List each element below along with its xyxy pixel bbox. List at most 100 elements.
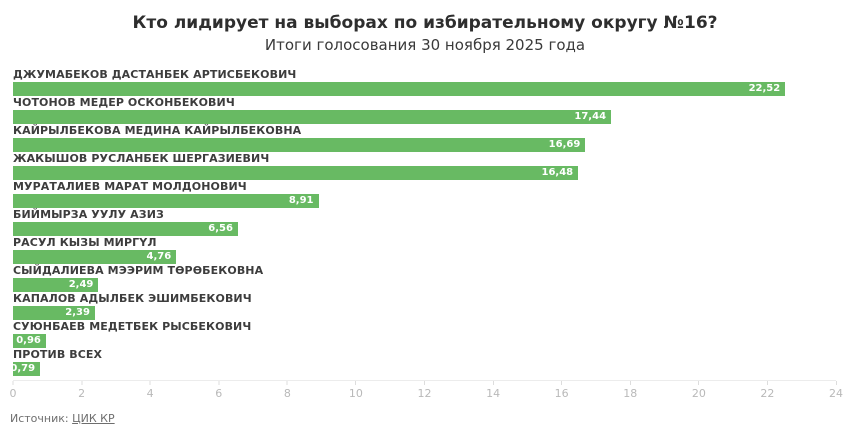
x-axis-tick: 8 — [284, 381, 291, 399]
tick-mark — [286, 381, 288, 385]
bar-value-label: 6,56 — [208, 223, 233, 234]
tick-label: 16 — [554, 387, 569, 400]
x-axis: 0 2 4 6 8 10 12 14 16 18 20 22 24 — [10, 380, 843, 405]
tick-mark — [492, 381, 494, 385]
bar-value-label: 17,44 — [574, 111, 607, 122]
x-axis-tick: 16 — [555, 381, 569, 399]
tick-mark — [218, 381, 220, 385]
bar-chart: ДЖУМАБЕКОВ ДАСТАНБЕК АРТИСБЕКОВИЧ 22,52 ЧО… — [10, 68, 844, 405]
tick-mark — [629, 381, 631, 385]
bar-value-label: 2,39 — [65, 307, 90, 318]
tick-label: 14 — [486, 387, 501, 400]
bar-row: ДЖУМАБЕКОВ ДАСТАНБЕК АРТИСБЕКОВИЧ 22,52 — [13, 68, 836, 96]
chart-title: Кто лидирует на выборах по избирательном… — [132, 13, 718, 33]
bar-value-label: 0,96 — [16, 335, 41, 346]
bar-value-label: 0,79 — [10, 363, 36, 374]
x-axis-tick: 0 — [10, 381, 17, 399]
bar-row: РАСУЛ КЫЗЫ МИРГҮЛ 4,76 — [13, 236, 836, 264]
result-bar: 22,52 — [13, 82, 786, 96]
result-bar: 16,48 — [13, 166, 579, 180]
source-link[interactable]: ЦИК КР — [72, 412, 115, 425]
source-prefix: Источник: — [10, 412, 69, 425]
candidate-name-label: ПРОТИВ ВСЕХ — [13, 348, 103, 361]
tick-label: 20 — [691, 387, 706, 400]
result-bar: 4,76 — [13, 250, 177, 264]
x-axis-tick: 14 — [486, 381, 500, 399]
bar-row: ЖАКЫШОВ РУСЛАНБЕК ШЕРГАЗИЕВИЧ 16,48 — [13, 152, 836, 180]
x-axis-tick: 24 — [829, 381, 843, 399]
bar-track: 16,69 — [13, 138, 836, 152]
bar-track: 2,49 — [13, 278, 836, 292]
bar-track: 8,91 — [13, 194, 836, 208]
bar-row: СЫЙДАЛИЕВА МЭЭРИМ ТӨРӨБЕКОВНА 2,49 — [13, 264, 836, 292]
tick-label: 6 — [215, 387, 223, 400]
tick-mark — [149, 381, 151, 385]
x-axis-tick: 10 — [349, 381, 363, 399]
tick-label: 24 — [829, 387, 843, 400]
bar-track: 22,52 — [13, 82, 836, 96]
bar-track: 0,79 — [10, 362, 836, 376]
bar-value-label: 16,69 — [548, 139, 581, 150]
tick-mark — [12, 381, 14, 385]
candidate-name-label: РАСУЛ КЫЗЫ МИРГҮЛ — [13, 236, 157, 249]
candidate-name-label: ЖАКЫШОВ РУСЛАНБЕК ШЕРГАЗИЕВИЧ — [13, 152, 270, 165]
bar-value-label: 2,49 — [68, 279, 94, 290]
bar-row: ЧОТОНОВ МЕДЕР ОСКОНБЕКОВИЧ 17,44 — [13, 96, 836, 124]
x-axis-tick: 6 — [215, 381, 222, 399]
result-bar: 0,79 — [10, 362, 41, 376]
x-axis-tick: 20 — [692, 381, 706, 399]
tick-mark — [698, 381, 700, 385]
bar-row: ПРОТИВ ВСЕХ 0,79 — [10, 348, 836, 376]
x-axis-tick: 4 — [147, 381, 154, 399]
x-axis-tick: 18 — [623, 381, 637, 399]
tick-label: 0 — [9, 387, 17, 400]
candidate-name-label: СУЮНБАЕВ МЕДЕТБЕК РЫСБЕКОВИЧ — [13, 320, 252, 333]
candidate-name-label: ЧОТОНОВ МЕДЕР ОСКОНБЕКОВИЧ — [13, 96, 235, 109]
candidate-name-label: КАЙРЫЛБЕКОВА МЕДИНА КАЙРЫЛБЕКОВНА — [13, 124, 302, 137]
bar-track: 6,56 — [13, 222, 836, 236]
chart-subtitle: Итоги голосования 30 ноября 2025 года — [264, 36, 586, 54]
bar-row: КАЙРЫЛБЕКОВА МЕДИНА КАЙРЫЛБЕКОВНА 16,69 — [13, 124, 836, 152]
bar-track: 17,44 — [13, 110, 836, 124]
x-axis-tick: 2 — [78, 381, 85, 399]
tick-mark — [766, 381, 768, 385]
result-bar: 2,39 — [13, 306, 95, 320]
tick-label: 22 — [760, 387, 775, 400]
tick-label: 12 — [417, 387, 432, 400]
tick-mark — [424, 381, 425, 385]
bar-track: 0,96 — [13, 334, 836, 348]
source-line: Источник: ЦИК КР — [10, 412, 115, 425]
bar-track: 2,39 — [13, 306, 836, 320]
bar-value-label: 22,52 — [748, 83, 781, 94]
bar-value-label: 8,91 — [288, 195, 314, 206]
result-bar: 6,56 — [13, 222, 238, 236]
bar-row: МУРАТАЛИЕВ МАРАТ МОЛДОНОВИЧ 8,91 — [13, 180, 836, 208]
tick-mark — [355, 381, 357, 385]
bar-track: 16,48 — [13, 166, 836, 180]
candidate-name-label: ДЖУМАБЕКОВ ДАСТАНБЕК АРТИСБЕКОВИЧ — [13, 68, 297, 81]
result-bar: 16,69 — [13, 138, 586, 152]
candidate-name-label: МУРАТАЛИЕВ МАРАТ МОЛДОНОВИЧ — [13, 180, 247, 193]
bar-value-label: 16,48 — [541, 167, 574, 178]
bar-row: СУЮНБАЕВ МЕДЕТБЕК РЫСБЕКОВИЧ 0,96 — [13, 320, 836, 348]
result-bar: 2,49 — [13, 278, 99, 292]
result-bar: 17,44 — [13, 110, 612, 124]
result-bar: 0,96 — [13, 334, 46, 348]
tick-mark — [81, 381, 83, 385]
bar-value-label: 4,76 — [146, 251, 172, 262]
x-axis-tick: 22 — [760, 381, 774, 399]
tick-label: 10 — [348, 387, 363, 400]
tick-label: 8 — [283, 387, 291, 400]
x-axis-tick: 12 — [418, 381, 432, 399]
tick-mark — [561, 381, 563, 385]
bar-track: 4,76 — [13, 250, 836, 264]
result-bar: 8,91 — [13, 194, 319, 208]
candidate-name-label: КАПАЛОВ АДЫЛБЕК ЭШИМБЕКОВИЧ — [13, 292, 252, 305]
candidate-name-label: БИЙМЫРЗА УУЛУ АЗИЗ — [13, 208, 164, 221]
tick-label: 2 — [78, 387, 86, 400]
bar-row: КАПАЛОВ АДЫЛБЕК ЭШИМБЕКОВИЧ 2,39 — [13, 292, 836, 320]
candidate-name-label: СЫЙДАЛИЕВА МЭЭРИМ ТӨРӨБЕКОВНА — [13, 264, 264, 277]
tick-label: 4 — [146, 387, 154, 400]
tick-label: 18 — [623, 387, 638, 400]
